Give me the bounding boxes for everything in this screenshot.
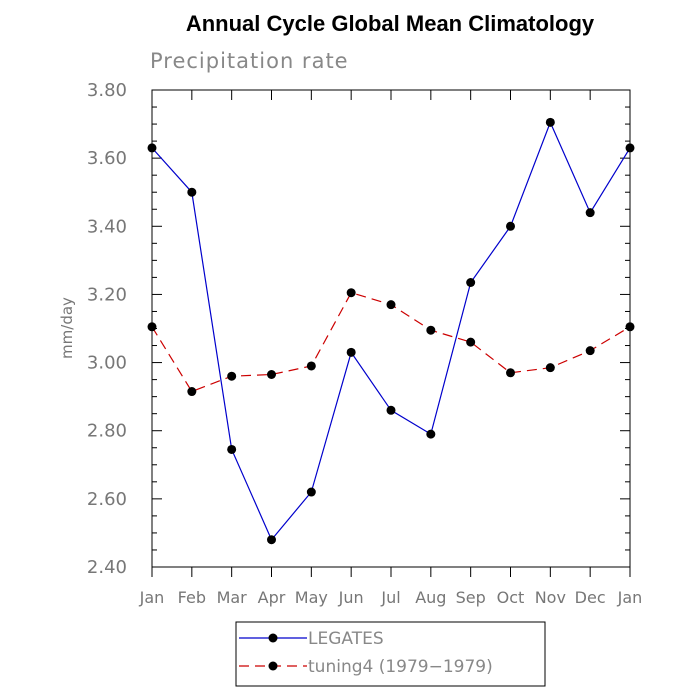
data-point	[466, 337, 476, 347]
y-tick-label: 3.60	[87, 148, 127, 169]
x-tick-label: Dec	[575, 588, 606, 607]
data-point	[506, 368, 515, 378]
x-tick-label: Jun	[338, 588, 364, 607]
legend-box	[235, 621, 546, 687]
data-point	[386, 405, 396, 415]
data-point	[585, 208, 595, 218]
y-tick-labels: 2.40 2.60 2.80 3.00 3.20 3.40 3.60 3.80	[87, 80, 127, 578]
data-point	[625, 322, 635, 332]
data-point	[625, 143, 635, 153]
x-tick-label: Jul	[380, 588, 400, 607]
chart-subtitle: Precipitation rate	[150, 49, 349, 73]
x-tick-label: Jan	[617, 588, 643, 607]
data-point	[386, 300, 396, 310]
x-tick-label: Feb	[178, 588, 206, 607]
data-point	[227, 371, 237, 381]
x-tick-label: Aug	[415, 588, 446, 607]
data-point	[147, 322, 157, 332]
data-point	[227, 444, 237, 454]
data-point	[346, 288, 356, 298]
series-line	[151, 120, 631, 541]
y-tick-label: 2.80	[87, 421, 127, 442]
data-point	[187, 187, 197, 197]
data-point	[585, 346, 595, 356]
legend: LEGATES tuning4 (1979−1979)	[235, 621, 546, 687]
legend-marker-legates	[268, 633, 278, 643]
y-tick-label: 3.40	[87, 216, 127, 237]
x-tick-label: Sep	[456, 588, 486, 607]
legend-entry-tuning4: tuning4 (1979−1979)	[239, 657, 493, 677]
y-tick-label: 3.20	[87, 284, 127, 305]
series-2	[147, 288, 635, 397]
data-point	[466, 278, 476, 288]
data-point	[306, 361, 316, 371]
y-tick-label: 3.80	[87, 80, 127, 101]
plot-frame	[151, 89, 631, 568]
y-tick-label: 2.60	[87, 489, 127, 510]
x-tick-label: Apr	[258, 588, 286, 607]
legend-label-tuning4: tuning4 (1979−1979)	[308, 657, 493, 677]
series-layer	[147, 117, 635, 545]
y-axis-label: mm/day	[58, 297, 76, 359]
legend-label-legates: LEGATES	[308, 629, 384, 649]
x-tick-label: Oct	[497, 588, 525, 607]
data-point	[306, 487, 316, 497]
data-point	[426, 325, 436, 335]
y-tick-label: 3.00	[87, 353, 127, 374]
data-point	[147, 143, 157, 153]
data-point	[506, 221, 515, 231]
legend-entry-legates: LEGATES	[239, 629, 384, 649]
chart-title: Annual Cycle Global Mean Climatology	[186, 11, 595, 36]
x-tick-label: Mar	[217, 588, 248, 607]
data-point	[426, 429, 436, 439]
data-point	[346, 347, 356, 357]
x-tick-labels: Jan Feb Mar Apr May Jun Jul Aug Sep Oct Nov Dec Jan	[139, 588, 643, 607]
x-tick-label: Nov	[535, 588, 566, 607]
series-1	[147, 117, 635, 545]
data-point	[267, 535, 276, 545]
x-tick-label: May	[295, 588, 328, 607]
data-point	[545, 363, 555, 373]
y-tick-label: 2.40	[87, 557, 127, 578]
data-point	[267, 369, 276, 379]
data-point	[187, 387, 197, 397]
legend-marker-tuning4	[268, 661, 278, 671]
data-point	[545, 117, 555, 127]
axis-ticks	[151, 89, 631, 577]
x-tick-label: Jan	[139, 588, 165, 607]
